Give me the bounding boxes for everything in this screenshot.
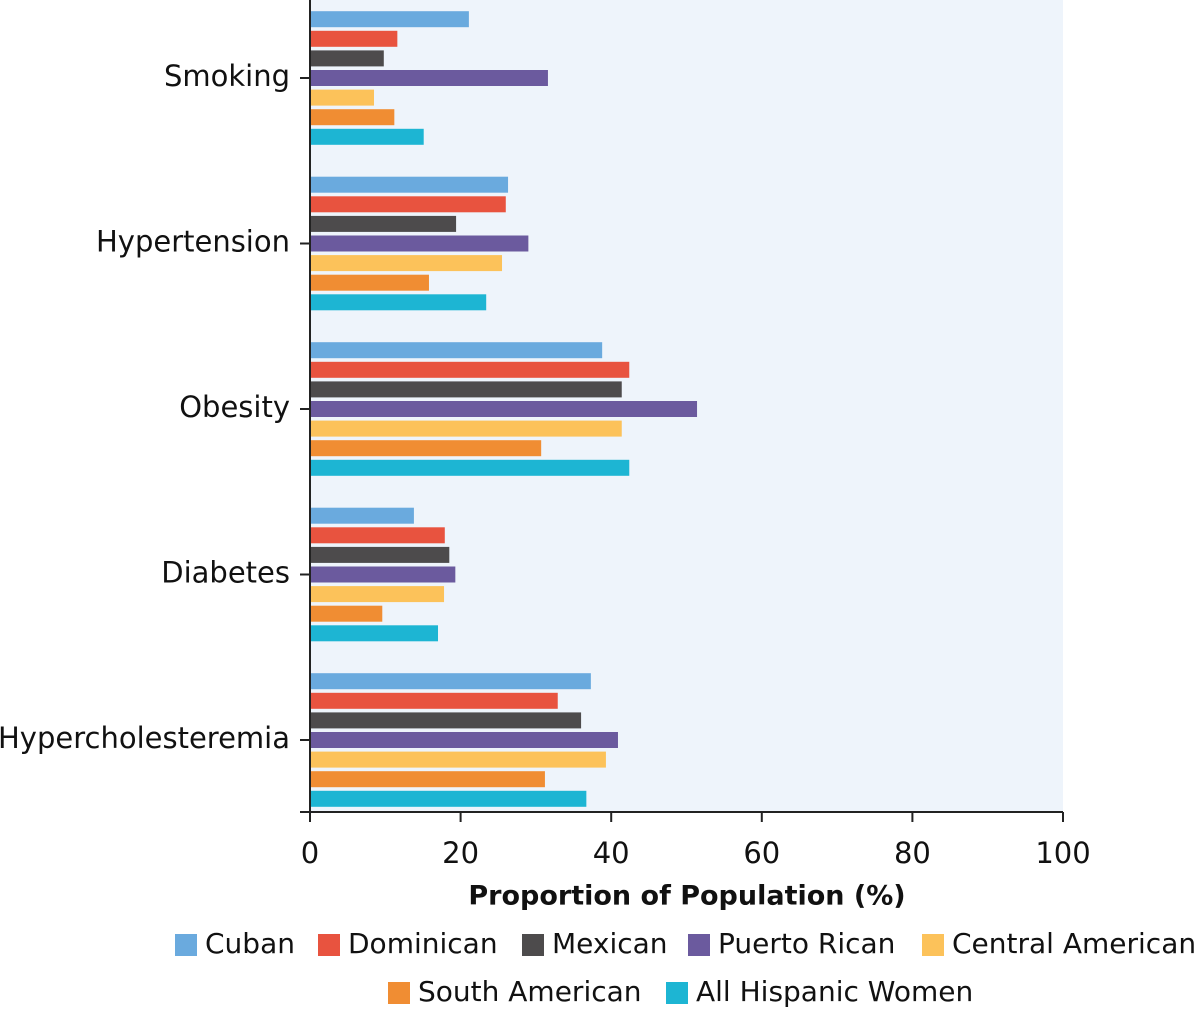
bar (310, 128, 424, 145)
bar (310, 235, 529, 252)
y-tick-label: Hypertension (96, 225, 290, 259)
bar (310, 625, 439, 642)
bar (310, 11, 469, 28)
bar (310, 605, 383, 622)
y-tick-label: Hypercholesteremia (0, 721, 290, 755)
legend-swatch (522, 934, 544, 956)
legend-label: Central American (952, 927, 1196, 960)
bar (310, 342, 603, 359)
bar (310, 586, 445, 603)
bar (310, 109, 395, 126)
legend-swatch (922, 934, 944, 956)
bar (310, 566, 456, 583)
bar (310, 507, 414, 524)
x-tick-label: 60 (743, 836, 780, 870)
y-tick-label: Obesity (179, 390, 290, 424)
bar (310, 420, 622, 437)
bar (310, 381, 622, 398)
bar (310, 673, 591, 690)
bar (310, 30, 398, 47)
legend-label: Puerto Rican (718, 927, 895, 960)
legend-label: Dominican (348, 927, 498, 960)
bar (310, 771, 545, 788)
legend-label: All Hispanic Women (696, 975, 973, 1008)
bar (310, 527, 445, 544)
bar (310, 692, 558, 709)
bar (310, 401, 698, 417)
legend-swatch (388, 982, 410, 1004)
bar (310, 294, 487, 311)
y-tick-label: Diabetes (161, 556, 290, 590)
bar (310, 89, 375, 106)
bar (310, 176, 509, 193)
bar (310, 361, 630, 378)
bar (310, 50, 384, 67)
legend-swatch (666, 982, 688, 1004)
bar (310, 459, 630, 476)
bar (310, 790, 587, 807)
bar (310, 70, 548, 86)
legend-label: Mexican (552, 927, 668, 960)
bar (310, 196, 506, 213)
bar (310, 274, 429, 291)
x-tick-label: 80 (894, 836, 931, 870)
x-tick-label: 0 (301, 836, 319, 870)
bar (310, 215, 457, 232)
x-tick-label: 100 (1035, 836, 1090, 870)
x-tick-label: 20 (442, 836, 479, 870)
legend-swatch (318, 934, 340, 956)
legend-swatch (175, 934, 197, 956)
legend-label: South American (418, 975, 642, 1008)
x-tick-label: 40 (593, 836, 630, 870)
bar (310, 440, 542, 457)
bar (310, 732, 618, 748)
y-tick-label: Smoking (164, 59, 290, 93)
legend-swatch (688, 934, 710, 956)
bar (310, 546, 450, 563)
x-axis-title: Proportion of Population (%) (468, 881, 905, 912)
bar (310, 255, 503, 272)
bar (310, 751, 606, 768)
bar (310, 712, 582, 729)
legend-label: Cuban (205, 927, 295, 960)
